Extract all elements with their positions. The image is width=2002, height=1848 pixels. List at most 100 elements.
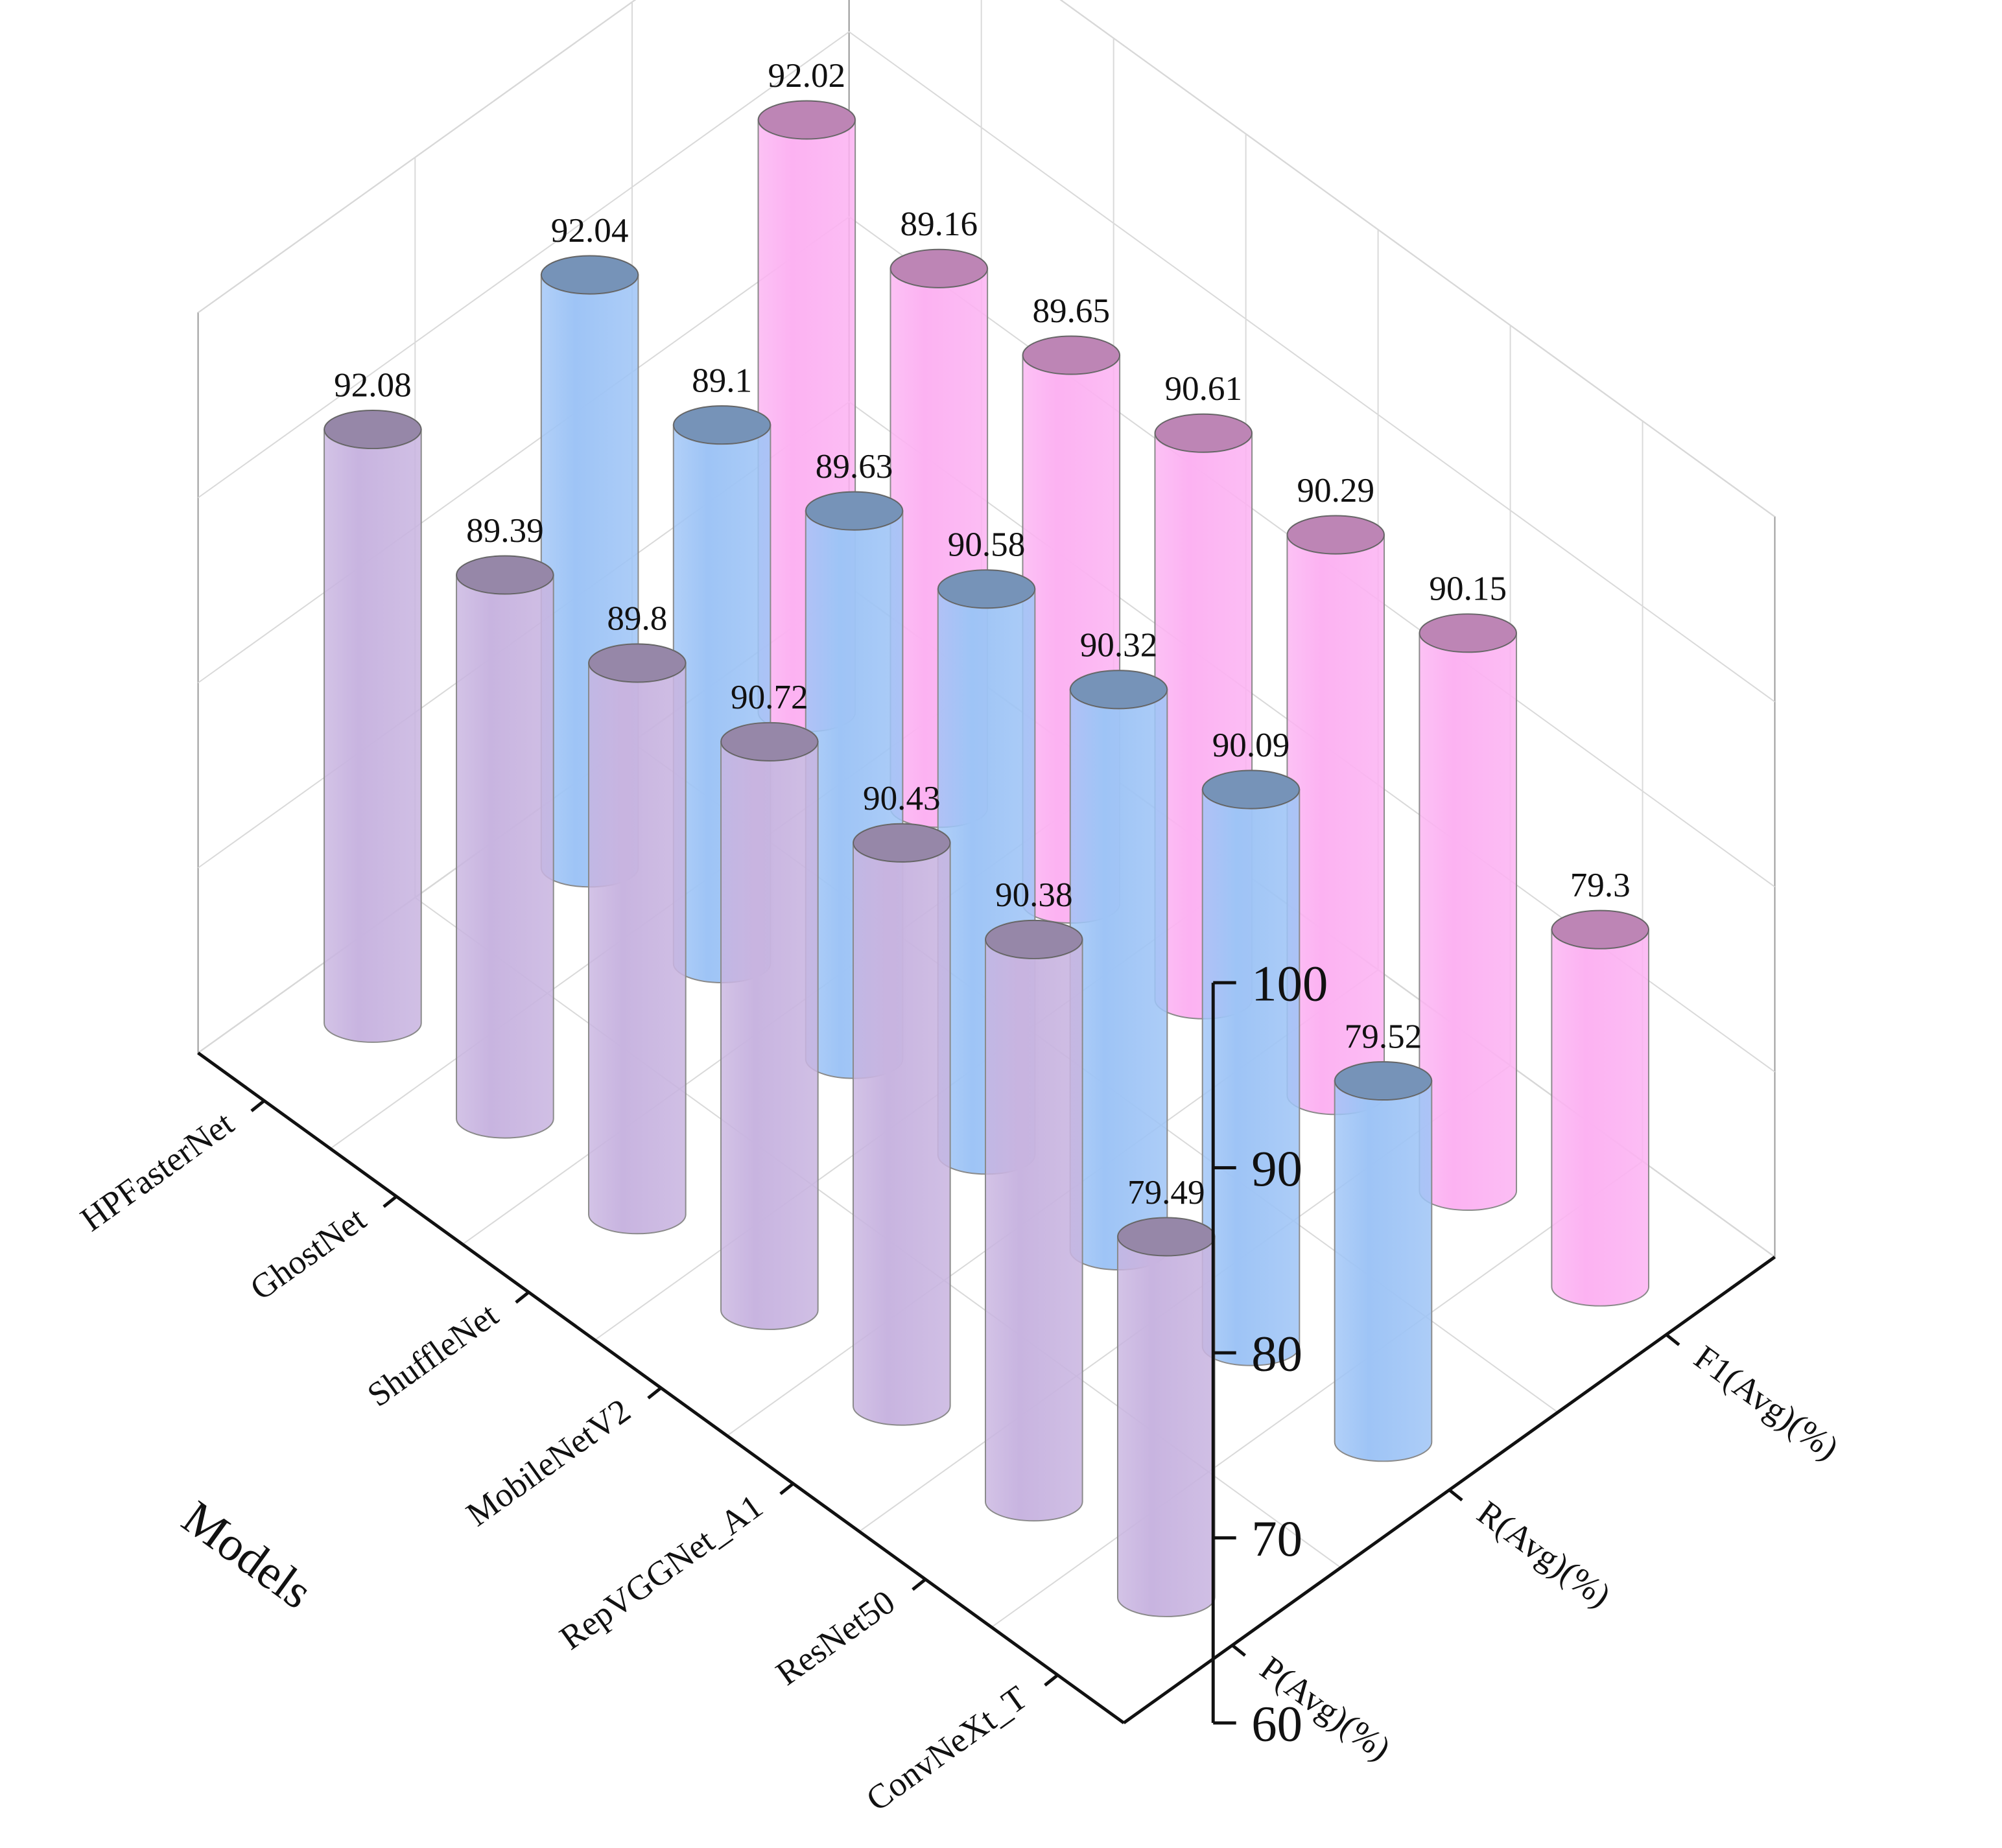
value-label: 90.72	[731, 679, 808, 716]
y-tick	[1448, 1488, 1463, 1502]
cylinder-body	[456, 574, 554, 1139]
cylinder-top-shade	[1419, 614, 1517, 653]
value-label: 79.52	[1345, 1018, 1422, 1055]
z-tick-label: 100	[1251, 956, 1328, 1012]
cylinder-top	[588, 643, 687, 683]
cylinder-top	[889, 248, 989, 288]
value-label: 89.63	[816, 448, 893, 485]
value-label: 90.58	[948, 526, 1026, 564]
x-tick-label: RepVGGNet_A1	[553, 1488, 770, 1657]
x-tick-label: GhostNet	[244, 1200, 373, 1308]
cylinder-top	[1022, 335, 1121, 375]
cylinder-top	[1551, 909, 1650, 950]
value-label: 89.1	[692, 362, 752, 399]
grid-line	[197, 30, 1776, 703]
cylinder-top-shade	[890, 249, 988, 288]
cylinder-top	[805, 491, 904, 531]
value-label: 90.43	[863, 780, 941, 817]
axis-title: Models	[172, 1490, 322, 1619]
z-tick-label: 80	[1251, 1326, 1302, 1383]
x-tick-label: MobileNetV2	[460, 1392, 637, 1534]
cylinder-top-shade	[541, 255, 639, 294]
x-tick-label: HPFasterNet	[74, 1105, 241, 1239]
x-tick	[250, 1099, 266, 1112]
value-label: 90.38	[995, 876, 1073, 914]
cylinder-body	[984, 939, 1083, 1522]
cylinder-top-shade	[853, 823, 950, 862]
cylinder-top-shade	[805, 491, 903, 530]
x-tick	[779, 1482, 794, 1495]
cylinder-top	[1154, 413, 1253, 453]
cylinder-top-shade	[1334, 1061, 1432, 1101]
value-label: 79.49	[1127, 1174, 1205, 1211]
value-label: 89.8	[607, 600, 667, 638]
x-tick-label: ResNet50	[770, 1583, 902, 1692]
z-tick-label: 60	[1251, 1696, 1302, 1753]
legend-label: F1(Avg)(%)	[1688, 1339, 1846, 1468]
value-label: 90.15	[1429, 570, 1507, 608]
x-tick	[1044, 1674, 1059, 1687]
grid-line	[197, 0, 1776, 518]
x-tick-label: ShuffleNet	[361, 1296, 506, 1414]
y-tick	[1665, 1333, 1680, 1346]
cylinder-top-shade	[1202, 770, 1300, 809]
cylinder-top	[1286, 515, 1385, 555]
cylinder-top-shade	[721, 722, 818, 761]
cylinder-body	[324, 428, 422, 1043]
x-tick-label: ConvNeXt_T	[860, 1679, 1034, 1819]
cylinder-top-shade	[589, 644, 686, 683]
x-tick	[912, 1578, 926, 1591]
value-label: 92.04	[551, 212, 629, 250]
cylinder-top	[324, 410, 422, 450]
cylinder-top	[540, 255, 639, 295]
cylinder-top	[853, 823, 951, 863]
value-label: 92.02	[768, 57, 846, 95]
cylinder-top-shade	[758, 100, 856, 139]
y-tick	[1231, 1644, 1246, 1657]
floor-grid	[991, 1160, 1643, 1628]
cylinder-top-shade	[985, 920, 1083, 959]
cylinder-top-shade	[937, 570, 1035, 609]
z-tick-label: 90	[1251, 1141, 1302, 1197]
cylinder-top-shade	[1155, 414, 1253, 452]
cylinder-body	[1334, 1080, 1433, 1462]
cylinder-top	[937, 569, 1036, 609]
value-label: 89.65	[1032, 292, 1110, 330]
cylinder-top-shade	[1117, 1217, 1215, 1256]
x-tick	[515, 1291, 530, 1304]
cylinder-top-shade	[324, 410, 421, 449]
cylinder-body	[588, 662, 687, 1235]
cylinder-top	[1069, 670, 1168, 710]
cylinder-body	[853, 842, 951, 1426]
x-tick	[647, 1386, 663, 1399]
cylinder-top-shade	[1022, 336, 1120, 375]
x-tick	[383, 1195, 398, 1208]
value-label: 89.39	[466, 512, 544, 550]
value-label: 90.09	[1212, 727, 1290, 764]
value-label: 79.3	[1570, 867, 1631, 904]
value-label: 89.16	[901, 205, 978, 243]
cylinder-top	[672, 405, 771, 445]
bars: 92.02 89.16 89.65 90.61 90.29 90.15 79.3 92.04 8…	[324, 57, 1650, 1617]
cylinder-top-shade	[456, 556, 554, 594]
cylinder-top	[1334, 1060, 1433, 1101]
cylinder-top-shade	[1287, 515, 1385, 554]
value-label: 90.61	[1164, 370, 1242, 408]
cylinder-body	[720, 741, 819, 1330]
cylinder-top	[984, 919, 1083, 959]
z-tick-label: 70	[1251, 1511, 1302, 1567]
cylinder-top	[456, 555, 554, 595]
legend-label: R(Avg)(%)	[1470, 1494, 1618, 1615]
cylinder-top-shade	[673, 406, 771, 445]
cylinder-body	[1419, 632, 1518, 1211]
cylinder-top-shade	[1551, 910, 1649, 949]
value-label: 90.29	[1297, 472, 1374, 509]
value-label: 90.32	[1080, 627, 1158, 664]
cylinder-body	[1201, 789, 1301, 1366]
value-label: 92.08	[334, 366, 412, 404]
cylinder-top	[720, 721, 819, 762]
cylinder-body	[1116, 1235, 1216, 1617]
cylinder-body	[1551, 929, 1650, 1307]
